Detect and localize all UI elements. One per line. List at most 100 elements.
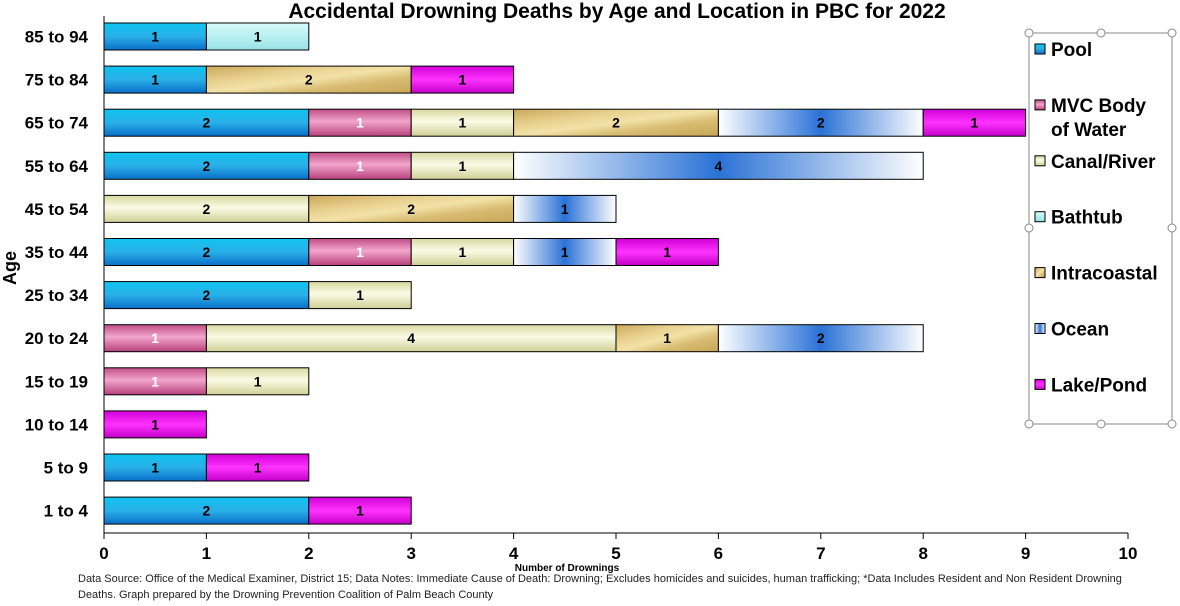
bar-canal-river-20-to-24 [205, 324, 617, 353]
bar-ocean-20-to-24 [717, 324, 924, 353]
bar-canal-river-15-to-19 [205, 367, 310, 396]
bar-ocean-55-to-64 [513, 151, 924, 180]
category-label-35-to-44: 35 to 44 [25, 243, 89, 262]
value-label-pool-25-to-34: 2 [203, 287, 211, 303]
bar-pool-85-to-94 [103, 22, 207, 51]
x-tick-label-10: 10 [1119, 544, 1138, 563]
bar-intracoastal-20-to-24 [615, 324, 719, 353]
value-label-bathtub-85-to-94: 1 [254, 29, 262, 45]
value-label-mvc-body-of-water-15-to-19: 1 [151, 373, 159, 389]
value-label-ocean-35-to-44: 1 [561, 244, 569, 260]
bar-pool-35-to-44 [103, 238, 310, 266]
value-label-lake-pond-75-to-84: 1 [459, 72, 467, 88]
legend-label-pool: Pool [1051, 40, 1092, 61]
legend-label-mvc-body-of-water-2: of Water [1051, 120, 1127, 141]
bar-ocean-65-to-74 [717, 108, 924, 137]
x-tick-label-0: 0 [99, 544, 108, 563]
bar-lake-pond-10-to-14 [103, 410, 207, 439]
bar-intracoastal-45-to-54 [308, 194, 515, 223]
value-label-intracoastal-20-to-24: 1 [663, 330, 671, 346]
value-label-canal-river-55-to-64: 1 [459, 158, 467, 174]
category-label-5-to-9: 5 to 9 [44, 459, 88, 478]
legend-frame [1028, 32, 1173, 425]
value-label-lake-pond-10-to-14: 1 [151, 416, 159, 432]
bar-lake-pond-65-to-74 [922, 108, 1027, 137]
value-label-pool-65-to-74: 2 [203, 115, 211, 131]
bar-canal-river-65-to-74 [410, 108, 515, 137]
x-tick-label-4: 4 [509, 544, 519, 563]
legend-items: Pool MVC Body of Water Canal/River Bathtub In… [1034, 40, 1158, 396]
category-label-25-to-34: 25 to 34 [25, 286, 89, 305]
bar-mvc-body-of-water-55-to-64 [308, 151, 412, 180]
x-tick-label-6: 6 [714, 544, 723, 563]
value-label-pool-55-to-64: 2 [203, 158, 211, 174]
category-label-75-to-84: 75 to 84 [25, 71, 89, 90]
legend[interactable]: Pool MVC Body of Water Canal/River Bathtub In… [1024, 28, 1177, 429]
value-label-canal-river-45-to-54: 2 [203, 201, 211, 217]
value-label-ocean-45-to-54: 1 [561, 201, 569, 217]
value-label-mvc-body-of-water-55-to-64: 1 [356, 158, 364, 174]
category-label-1-to-4: 1 to 4 [44, 502, 89, 521]
bar-ocean-35-to-44 [513, 238, 617, 266]
value-label-intracoastal-65-to-74: 2 [612, 115, 620, 131]
chart-title: Accidental Drowning Deaths by Age and Lo… [288, 0, 945, 23]
bar-canal-river-25-to-34 [308, 281, 412, 310]
value-label-ocean-65-to-74: 2 [817, 115, 825, 131]
value-label-pool-85-to-94: 1 [151, 29, 159, 45]
category-label-10-to-14: 10 to 14 [25, 415, 89, 434]
value-label-canal-river-35-to-44: 1 [459, 244, 467, 260]
legend-swatch-pool [1034, 43, 1046, 55]
legend-swatch-ocean [1034, 323, 1046, 334]
legend-label-lake-pond: Lake/Pond [1051, 375, 1147, 396]
legend-swatch-bathtub [1034, 211, 1046, 223]
value-label-intracoastal-75-to-84: 2 [305, 72, 313, 88]
legend-swatch-canal-river [1034, 155, 1046, 167]
category-label-85-to-94: 85 to 94 [25, 28, 89, 47]
value-label-canal-river-20-to-24: 4 [407, 330, 415, 346]
x-tick-label-3: 3 [406, 544, 415, 563]
x-tick-label-1: 1 [202, 544, 211, 563]
bars-layer: 1 1 1 2 1 2 1 1 2 2 1 2 1 1 4 2 2 1 2 1 1 1 1 2 1 1 4 1 2 1 1 1 1 1 2 1 [103, 22, 1027, 525]
value-label-lake-pond-65-to-74: 1 [971, 115, 979, 131]
value-label-intracoastal-45-to-54: 2 [407, 201, 415, 217]
bar-intracoastal-65-to-74 [513, 108, 719, 137]
category-label-15-to-19: 15 to 19 [25, 372, 88, 391]
value-label-lake-pond-5-to-9: 1 [254, 460, 262, 476]
value-label-pool-1-to-4: 2 [203, 503, 211, 519]
bar-lake-pond-35-to-44 [615, 238, 719, 266]
category-labels: 85 to 94 75 to 84 65 to 74 55 to 64 45 to 54… [25, 28, 89, 521]
legend-swatch-mvc-body-of-water [1034, 99, 1046, 111]
legend-label-bathtub: Bathtub [1051, 208, 1123, 229]
x-tick-label-9: 9 [1021, 544, 1030, 563]
x-tick-label-7: 7 [816, 544, 825, 563]
value-label-mvc-body-of-water-35-to-44: 1 [356, 244, 364, 260]
bar-canal-river-55-to-64 [410, 151, 515, 180]
value-label-pool-5-to-9: 1 [151, 460, 159, 476]
legend-label-intracoastal: Intracoastal [1051, 264, 1158, 285]
x-axis-label: Number of Drownings [515, 563, 620, 574]
value-label-canal-river-65-to-74: 1 [459, 115, 467, 131]
value-label-canal-river-25-to-34: 1 [356, 287, 364, 303]
x-axis-ticks: 0 1 2 3 4 5 6 7 8 9 10 [99, 533, 1137, 563]
value-label-canal-river-15-to-19: 1 [254, 373, 262, 389]
value-label-mvc-body-of-water-65-to-74: 1 [356, 115, 364, 131]
category-label-55-to-64: 55 to 64 [25, 157, 89, 176]
footnote: Data Source: Office of the Medical Exami… [78, 573, 1122, 601]
legend-handles[interactable] [1024, 28, 1177, 429]
x-tick-label-8: 8 [918, 544, 927, 563]
category-label-65-to-74: 65 to 74 [25, 114, 89, 133]
y-axis-label: Age [0, 251, 20, 285]
bar-ocean-45-to-54 [513, 194, 617, 223]
x-tick-label-5: 5 [611, 544, 620, 563]
value-label-lake-pond-1-to-4: 1 [356, 503, 364, 519]
category-label-20-to-24: 20 to 24 [25, 329, 89, 348]
bar-mvc-body-of-water-65-to-74 [308, 108, 412, 137]
bar-pool-55-to-64 [103, 151, 310, 180]
bar-lake-pond-5-to-9 [205, 453, 310, 482]
bar-lake-pond-1-to-4 [308, 496, 412, 525]
legend-swatch-intracoastal [1034, 267, 1046, 279]
value-label-pool-75-to-84: 1 [151, 72, 159, 88]
legend-label-canal-river: Canal/River [1051, 152, 1156, 173]
legend-label-mvc-body-of-water: MVC Body [1051, 96, 1146, 117]
